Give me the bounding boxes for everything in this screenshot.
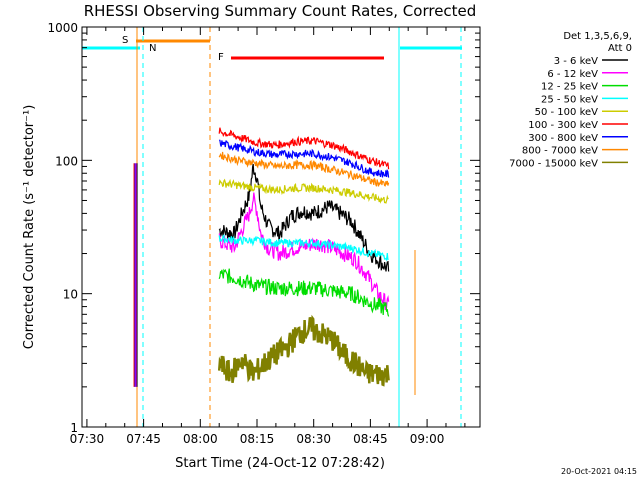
footer-timestamp: 20-Oct-2021 04:15	[561, 467, 637, 476]
legend-label: 100 - 300 keV	[528, 120, 598, 131]
legend-label: 6 - 12 keV	[547, 69, 598, 80]
x-tick-label: 09:00	[410, 432, 445, 446]
legend-label: 800 - 7000 keV	[522, 146, 598, 157]
series-line	[218, 127, 390, 170]
legend-label: 3 - 6 keV	[554, 56, 598, 67]
series-line	[218, 139, 390, 178]
series-line	[218, 268, 390, 317]
legend-label: 7000 - 15000 keV	[509, 158, 598, 169]
x-tick-label: 08:15	[240, 432, 275, 446]
series-line	[218, 151, 390, 187]
series-line	[218, 234, 389, 262]
legend: Det 1,3,5,6,9, Att 0 3 - 6 keV 6 - 12 keV…	[509, 31, 632, 169]
plot-frame	[81, 26, 481, 428]
series-line	[218, 163, 390, 272]
y-tick-label: 1	[70, 421, 78, 435]
plot-area: S N F	[82, 27, 462, 427]
legend-label: 25 - 50 keV	[541, 94, 598, 105]
y-axis-label: Corrected Count Rate (s⁻¹ detector⁻¹)	[22, 105, 37, 350]
x-tick-label: 08:00	[183, 432, 218, 446]
legend-header-line-2: Att 0	[608, 43, 632, 54]
x-axis-label: Start Time (24-Oct-12 07:28:42)	[175, 456, 385, 471]
y-axis: 1 10 100 1000	[47, 21, 480, 435]
y-tick-label: 100	[55, 154, 78, 168]
x-tick-label: 08:45	[353, 432, 388, 446]
y-tick-label: 10	[63, 288, 78, 302]
x-axis: 07:30 07:45 08:00 08:15 08:30 08:45 09:00	[70, 27, 466, 446]
series-line	[217, 314, 390, 387]
x-tick-label: 08:30	[296, 432, 331, 446]
legend-label: 50 - 100 keV	[535, 107, 599, 118]
x-tick-label: 07:30	[70, 432, 105, 446]
flag-label: N	[149, 43, 156, 54]
flag-label: F	[218, 52, 224, 63]
legend-label: 300 - 800 keV	[528, 133, 598, 144]
chart-title: RHESSI Observing Summary Count Rates, Co…	[84, 2, 477, 20]
legend-header-line-1: Det 1,3,5,6,9,	[563, 31, 632, 42]
flag-label: S	[122, 35, 128, 46]
x-tick-label: 07:45	[126, 432, 161, 446]
y-tick-label: 1000	[47, 21, 78, 35]
series-line	[218, 178, 389, 204]
legend-label: 12 - 25 keV	[541, 82, 598, 93]
